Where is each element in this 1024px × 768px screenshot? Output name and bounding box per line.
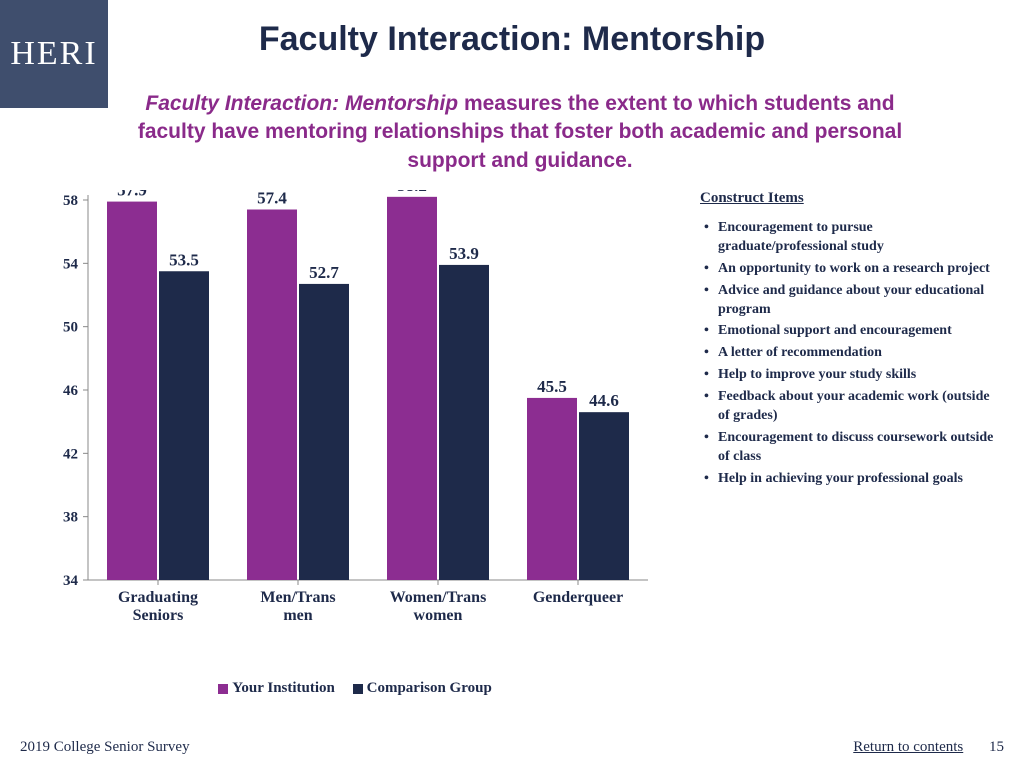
construct-title: Construct Items <box>700 190 1000 207</box>
mentorship-bar-chart: 34 38 42 46 50 54 58 57.9 53.5 GraduatingSeniors 5… <box>28 190 668 630</box>
svg-text:38: 38 <box>63 510 78 526</box>
svg-text:Graduating: Graduating <box>118 589 198 606</box>
construct-item: Emotional support and encouragement <box>704 322 1000 341</box>
construct-item: Help in achieving your professional goal… <box>704 470 1000 489</box>
legend-label-1: Comparison Group <box>367 680 492 696</box>
construct-item: Advice and guidance about your education… <box>704 282 1000 320</box>
svg-text:Women/Trans: Women/Trans <box>390 589 487 606</box>
svg-text:52.7: 52.7 <box>309 263 339 282</box>
svg-text:53.5: 53.5 <box>169 250 199 269</box>
return-to-contents-link[interactable]: Return to contents <box>853 739 963 755</box>
svg-text:45.5: 45.5 <box>537 377 567 396</box>
chart-svg: 34 38 42 46 50 54 58 57.9 53.5 GraduatingSeniors 5… <box>28 190 668 630</box>
svg-text:57.9: 57.9 <box>117 190 147 200</box>
subtitle-lead: Faculty Interaction: Mentorship <box>145 92 458 115</box>
construct-list: Encouragement to pursue graduate/profess… <box>700 219 1000 489</box>
construct-items-panel: Construct Items Encouragement to pursue … <box>700 190 1000 492</box>
svg-text:44.6: 44.6 <box>589 391 619 410</box>
construct-item: A letter of recommendation <box>704 344 1000 363</box>
svg-text:50: 50 <box>63 320 78 336</box>
svg-text:women: women <box>414 607 463 624</box>
construct-item: Help to improve your study skills <box>704 366 1000 385</box>
svg-text:54: 54 <box>63 256 79 272</box>
construct-item: An opportunity to work on a research pro… <box>704 260 1000 279</box>
footer-survey: 2019 College Senior Survey <box>20 739 190 756</box>
legend-swatch-1 <box>353 684 363 694</box>
svg-text:58.2: 58.2 <box>397 190 427 195</box>
svg-text:57.4: 57.4 <box>257 190 287 208</box>
svg-text:42: 42 <box>63 446 78 462</box>
svg-text:46: 46 <box>63 383 79 399</box>
page-title: Faculty Interaction: Mentorship <box>0 20 1024 59</box>
footer: 2019 College Senior Survey Return to con… <box>20 739 1004 756</box>
svg-text:Genderqueer: Genderqueer <box>533 589 623 606</box>
svg-text:men: men <box>283 607 312 624</box>
svg-text:Seniors: Seniors <box>133 607 184 624</box>
legend-swatch-0 <box>218 684 228 694</box>
legend-label-0: Your Institution <box>232 680 335 696</box>
page-subtitle: Faculty Interaction: Mentorship measures… <box>120 90 920 175</box>
chart-legend: Your Institution Comparison Group <box>28 680 668 697</box>
construct-item: Encouragement to discuss coursework outs… <box>704 429 1000 467</box>
construct-item: Feedback about your academic work (outsi… <box>704 388 1000 426</box>
construct-item: Encouragement to pursue graduate/profess… <box>704 219 1000 257</box>
svg-text:Men/Trans: Men/Trans <box>260 589 335 606</box>
svg-text:53.9: 53.9 <box>449 244 479 263</box>
svg-text:58: 58 <box>63 193 78 209</box>
svg-text:34: 34 <box>63 573 79 589</box>
page-number: 15 <box>989 739 1004 755</box>
